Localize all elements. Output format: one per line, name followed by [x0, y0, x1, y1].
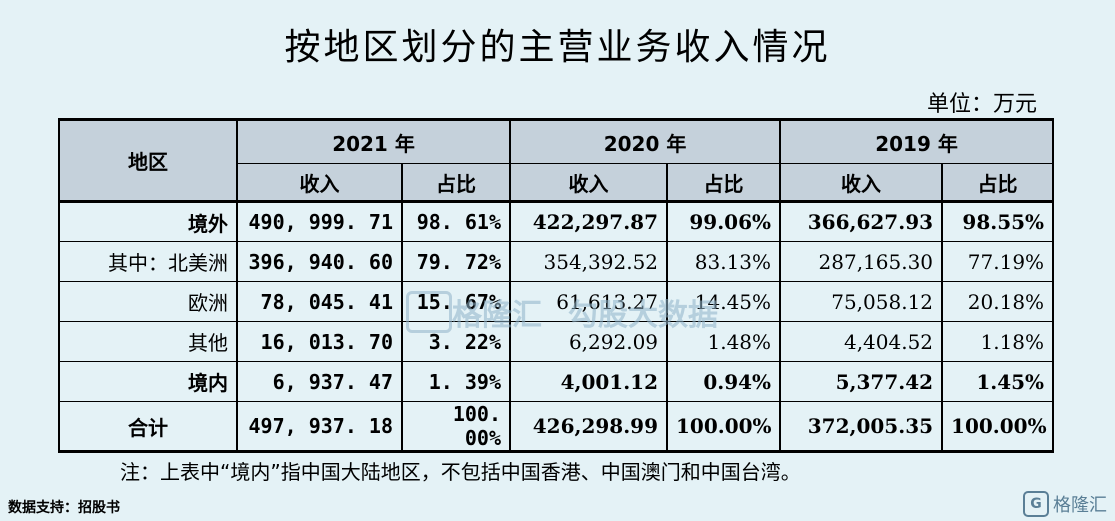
header-income-2020: 收入	[509, 163, 669, 202]
income-2020-cell: 354,392.52	[509, 241, 669, 282]
share-2021-cell: 3. 22%	[400, 321, 512, 362]
table-row: 境外 490, 999. 71 98. 61% 422,297.87 99.06…	[58, 200, 1055, 242]
footnote: 注：上表中“境内”指中国大陆地区，不包括中国香港、中国澳门和中国台湾。	[120, 460, 801, 484]
source-label: 数据支持：招股书	[8, 500, 120, 516]
income-2021-cell: 6, 937. 47	[236, 361, 403, 402]
corner-logo: G 格隆汇	[1023, 491, 1107, 517]
header-share-2020: 占比	[666, 163, 782, 202]
header-year-2020: 2020 年	[509, 118, 782, 164]
watermark-text: 勾股大数据	[568, 298, 718, 333]
income-2021-cell: 78, 045. 41	[236, 281, 403, 322]
share-2020-cell: 0.94%	[666, 361, 782, 402]
share-2020-cell: 14.45%	[666, 281, 782, 322]
share-2020-cell: 83.13%	[666, 241, 782, 282]
share-2019-cell: 20.18%	[941, 281, 1055, 322]
table-row: 其中：北美洲 396, 940. 60 79. 72% 354,392.52 8…	[58, 241, 1055, 282]
header-year-2019: 2019 年	[779, 118, 1055, 164]
income-2020-cell: 6,292.09	[509, 321, 669, 362]
income-2019-cell: 5,377.42	[779, 361, 944, 402]
header-share-2021: 占比	[400, 163, 512, 202]
income-2019-cell: 372,005.35	[779, 401, 944, 453]
brand-logo-icon: G	[1023, 491, 1049, 517]
header-year-2021: 2021 年	[235, 118, 512, 164]
income-2020-cell: 4,001.12	[509, 361, 669, 402]
region-cell: 境外	[58, 200, 238, 242]
header-row-years: 地区 2021 年 2020 年 2019 年	[58, 118, 1055, 202]
share-2020-cell: 100.00%	[666, 401, 782, 453]
header-income-2019: 收入	[779, 163, 944, 202]
income-2021-cell: 396, 940. 60	[236, 241, 403, 282]
table-row-total: 合计 497, 937. 18 100. 00% 426,298.99 100.…	[58, 401, 1055, 453]
corner-logo-text: 格隆汇	[1053, 495, 1107, 516]
watermark-logo-icon	[406, 291, 452, 333]
share-2020-cell: 1.48%	[666, 321, 782, 362]
income-2019-cell: 366,627.93	[779, 200, 944, 242]
share-2019-cell: 1.18%	[941, 321, 1055, 362]
region-cell: 欧洲	[58, 281, 238, 322]
share-2019-cell: 100.00%	[941, 401, 1055, 453]
income-2020-cell: 61,613.27	[509, 281, 669, 322]
region-cell: 其他	[58, 321, 238, 362]
share-2021-cell: 1. 39%	[400, 361, 512, 402]
header-row-metrics: 收入 占比 收入 占比 收入 占比	[59, 163, 1055, 202]
page-title: 按地区划分的主营业务收入情况	[284, 27, 831, 68]
header-share-2019: 占比	[941, 163, 1055, 202]
share-2020-cell: 99.06%	[666, 200, 782, 242]
table-row: 其他 16, 013. 70 3. 22% 6,292.09 1.48% 4,4…	[58, 321, 1055, 362]
income-2020-cell: 422,297.87	[509, 200, 669, 242]
share-2021-cell: 100. 00%	[400, 401, 512, 453]
income-2021-cell: 16, 013. 70	[236, 321, 403, 362]
income-2019-cell: 4,404.52	[779, 321, 944, 362]
header-region: 地区	[58, 118, 238, 202]
income-2019-cell: 75,058.12	[779, 281, 944, 322]
table-row: 欧洲 78, 045. 41 15. 67% 61,613.27 14.45% …	[58, 281, 1055, 322]
region-cell: 境内	[58, 361, 238, 402]
header-income-2021: 收入	[236, 163, 403, 202]
share-2019-cell: 98.55%	[941, 200, 1055, 242]
share-2019-cell: 77.19%	[941, 241, 1055, 282]
table-row: 境内 6, 937. 47 1. 39% 4,001.12 0.94% 5,37…	[58, 361, 1055, 402]
income-2019-cell: 287,165.30	[779, 241, 944, 282]
share-2021-cell: 79. 72%	[400, 241, 512, 282]
income-2021-cell: 490, 999. 71	[236, 200, 403, 242]
income-2021-cell: 497, 937. 18	[236, 401, 403, 453]
share-2019-cell: 1.45%	[941, 361, 1055, 402]
region-cell: 其中：北美洲	[58, 241, 238, 282]
unit-label: 单位：万元	[926, 92, 1037, 117]
income-2020-cell: 426,298.99	[509, 401, 669, 453]
share-2021-cell: 98. 61%	[400, 200, 512, 242]
watermark-text: 格隆汇	[452, 298, 542, 333]
region-cell: 合计	[58, 401, 238, 453]
revenue-by-region-table: 地区 2021 年 2020 年 2019 年 收入 占比 收入 占比 收入 占…	[58, 118, 1055, 453]
